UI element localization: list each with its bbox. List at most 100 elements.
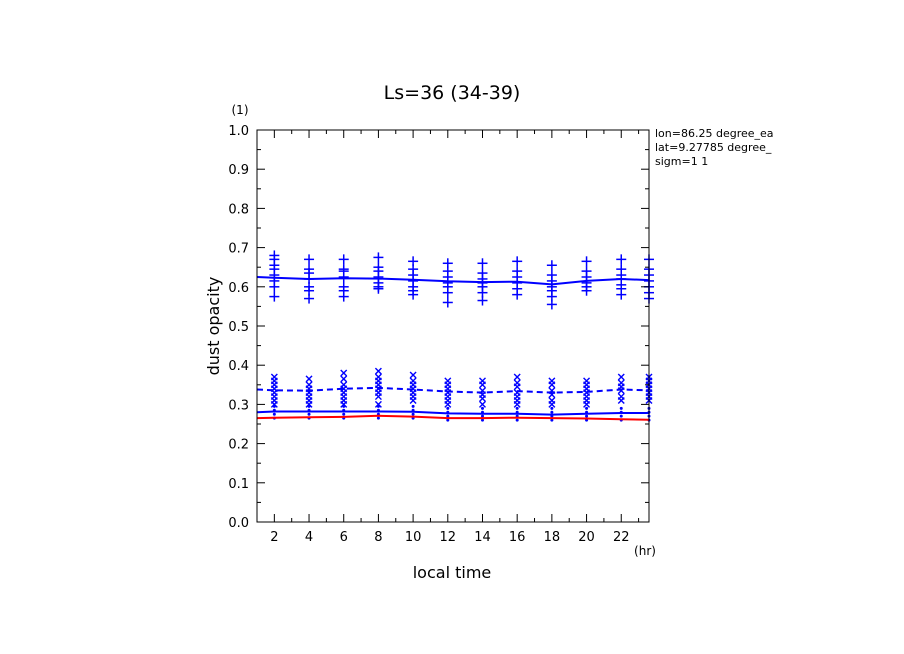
x-tick-label: 8	[374, 530, 382, 545]
dot-marker	[446, 418, 450, 422]
dot-marker	[550, 418, 554, 422]
cross-marker	[478, 381, 486, 389]
plus-marker	[373, 283, 384, 294]
dot-marker	[411, 404, 415, 408]
dot-marker	[342, 404, 346, 408]
plus-marker	[581, 285, 592, 296]
x-tick-label: 12	[440, 530, 457, 545]
plus-marker	[304, 254, 315, 265]
dot-marker	[272, 412, 276, 416]
dot-marker	[446, 406, 450, 410]
dot-marker	[585, 406, 589, 410]
x-tick-label: 10	[405, 530, 422, 545]
plus-marker	[512, 289, 523, 300]
cross-marker	[340, 400, 348, 408]
plus-marker	[477, 258, 488, 269]
dot-marker	[619, 414, 623, 418]
x-tick-label: 6	[340, 530, 348, 545]
y-axis-unit: (1)	[232, 103, 249, 117]
y-tick-label: 0.7	[228, 242, 249, 257]
y-axis-label: dust opacity	[204, 277, 223, 376]
x-axis-label: local time	[413, 563, 492, 582]
plus-marker	[338, 254, 349, 265]
cross-marker	[374, 393, 382, 401]
cross-marker	[270, 400, 278, 408]
cross-marker	[444, 400, 452, 408]
plus-marker	[304, 293, 315, 304]
cross-marker	[548, 400, 556, 408]
cross-marker	[513, 373, 521, 381]
x-tick-label: 2	[270, 530, 278, 545]
plus-marker	[616, 254, 627, 265]
cross-marker	[548, 381, 556, 389]
cross-marker	[513, 383, 521, 391]
dot-marker	[515, 418, 519, 422]
y-tick-label: 0.2	[228, 438, 249, 453]
cross-marker	[305, 375, 313, 383]
cross-marker	[478, 400, 486, 408]
plus-marker	[373, 252, 384, 263]
plus-marker	[408, 289, 419, 300]
plus-marker	[616, 289, 627, 300]
dot-marker	[515, 406, 519, 410]
dot-marker	[480, 418, 484, 422]
cross-marker	[478, 395, 486, 403]
x-tick-label: 14	[474, 530, 491, 545]
dot-marker	[411, 412, 415, 416]
y-tick-label: 1.0	[228, 124, 249, 139]
dot-marker	[272, 404, 276, 408]
dot-marker	[619, 406, 623, 410]
chart-title: Ls=36 (34-39)	[384, 82, 521, 104]
x-tick-label: 22	[613, 530, 630, 545]
cross-marker	[409, 371, 417, 379]
cross-marker	[513, 400, 521, 408]
plot-area	[256, 250, 654, 422]
y-tick-label: 0.6	[228, 281, 249, 296]
dot-marker	[550, 406, 554, 410]
plus-marker	[546, 260, 557, 271]
dot-marker	[480, 414, 484, 418]
annotation-sigm: sigm=1 1	[655, 155, 708, 168]
dot-marker	[446, 414, 450, 418]
dot-marker	[585, 414, 589, 418]
series-line-solid-blue-low	[256, 410, 649, 416]
annotation-lat: lat=9.27785 degree_	[655, 141, 772, 154]
plus-marker	[477, 295, 488, 306]
cross-marker	[374, 367, 382, 375]
y-tick-label: 0.5	[228, 320, 249, 335]
plus-marker	[546, 299, 557, 310]
cross-marker	[409, 396, 417, 404]
cross-marker	[340, 375, 348, 383]
x-tick-label: 16	[509, 530, 526, 545]
cross-marker	[617, 373, 625, 381]
x-tick-label: 4	[305, 530, 313, 545]
dot-marker	[307, 412, 311, 416]
cross-marker	[374, 400, 382, 408]
plus-marker	[512, 256, 523, 267]
cross-marker	[617, 396, 625, 404]
series-line-dashed-blue	[256, 386, 650, 394]
x-tick-label: 18	[544, 530, 561, 545]
plus-marker	[581, 256, 592, 267]
y-tick-label: 0.9	[228, 163, 249, 178]
series-line-solid-blue	[256, 276, 650, 286]
dot-marker	[480, 406, 484, 410]
cross-marker	[583, 400, 591, 408]
y-tick-label: 0.3	[228, 398, 249, 413]
cross-marker	[340, 369, 348, 377]
x-tick-label: 20	[578, 530, 595, 545]
dot-marker	[307, 404, 311, 408]
x-axis-unit: (hr)	[634, 544, 656, 558]
series-line-solid-red	[256, 414, 650, 421]
plot-frame	[256, 129, 650, 523]
y-tick-label: 0.8	[228, 202, 249, 217]
plus-marker	[442, 297, 453, 308]
y-tick-label: 0.4	[228, 359, 249, 374]
dot-marker	[376, 404, 380, 408]
dot-marker	[550, 410, 554, 414]
dot-marker	[376, 416, 380, 420]
dot-marker	[342, 412, 346, 416]
annotation-lon: lon=86.25 degree_ea	[655, 127, 774, 140]
plus-marker	[338, 272, 349, 282]
